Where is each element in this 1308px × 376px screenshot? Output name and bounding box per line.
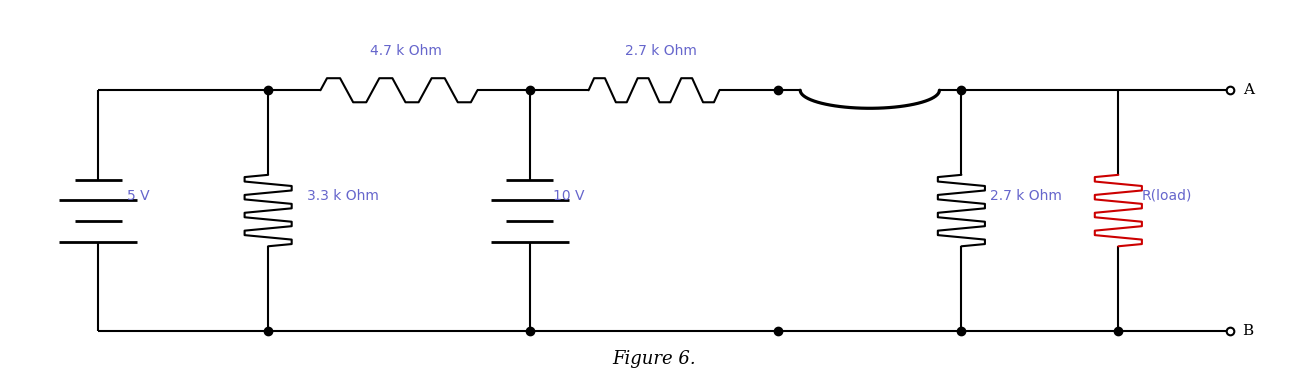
Text: A: A bbox=[1243, 83, 1253, 97]
Text: 4.7 k Ohm: 4.7 k Ohm bbox=[370, 44, 441, 58]
Text: 10 V: 10 V bbox=[553, 188, 585, 203]
Text: 2.7 k Ohm: 2.7 k Ohm bbox=[990, 188, 1062, 203]
Text: R(load): R(load) bbox=[1142, 188, 1193, 203]
Text: 5 V: 5 V bbox=[127, 188, 149, 203]
Text: 2.7 k Ohm: 2.7 k Ohm bbox=[625, 44, 696, 58]
Text: Figure 6.: Figure 6. bbox=[612, 350, 696, 368]
Text: B: B bbox=[1243, 324, 1254, 338]
Text: 3.3 k Ohm: 3.3 k Ohm bbox=[307, 188, 379, 203]
